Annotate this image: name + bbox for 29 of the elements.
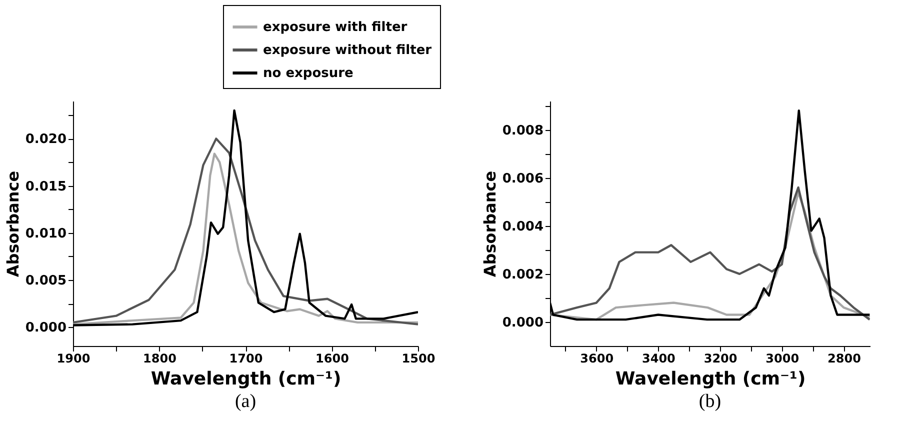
- y-tick-label: 0.005: [25, 274, 66, 289]
- y-tick-label: 0.010: [25, 226, 66, 242]
- y-tick-label: 0.020: [25, 132, 66, 148]
- y-tick-label: 0.006: [502, 171, 544, 186]
- y-tick-label: 0.000: [25, 320, 66, 336]
- x-tick-label: 2800: [828, 352, 861, 366]
- x-axis-title: Wavelength (cm⁻¹): [615, 368, 806, 390]
- y-tick-label: 0.004: [502, 219, 544, 234]
- x-tick-label: 1700: [229, 352, 263, 366]
- x-tick-label: 1500: [402, 352, 436, 366]
- y-axis-title: Absorbance: [3, 170, 22, 278]
- y-tick-label: 0.015: [25, 179, 66, 194]
- y-tick-label: 0.008: [502, 123, 544, 138]
- legend-label: exposure with filter: [263, 20, 408, 35]
- y-tick-label: 0.000: [502, 315, 544, 330]
- text: (a): [234, 391, 256, 412]
- x-tick-label: 3400: [642, 352, 676, 366]
- x-tick-label: 3200: [704, 352, 738, 366]
- legend-label: exposure without filter: [263, 43, 432, 58]
- legend-label: no exposure: [263, 66, 354, 81]
- text: (b): [698, 391, 722, 412]
- x-axis-title: Wavelength (cm⁻¹): [150, 368, 342, 390]
- x-tick-label: 1900: [56, 352, 90, 366]
- x-tick-label: 3000: [766, 352, 800, 366]
- x-tick-label: 3600: [580, 352, 614, 366]
- y-tick-label: 0.002: [502, 267, 544, 282]
- x-tick-label: 1800: [143, 352, 176, 366]
- y-axis-title: Absorbance: [480, 170, 500, 278]
- x-tick-label: 1600: [316, 352, 349, 366]
